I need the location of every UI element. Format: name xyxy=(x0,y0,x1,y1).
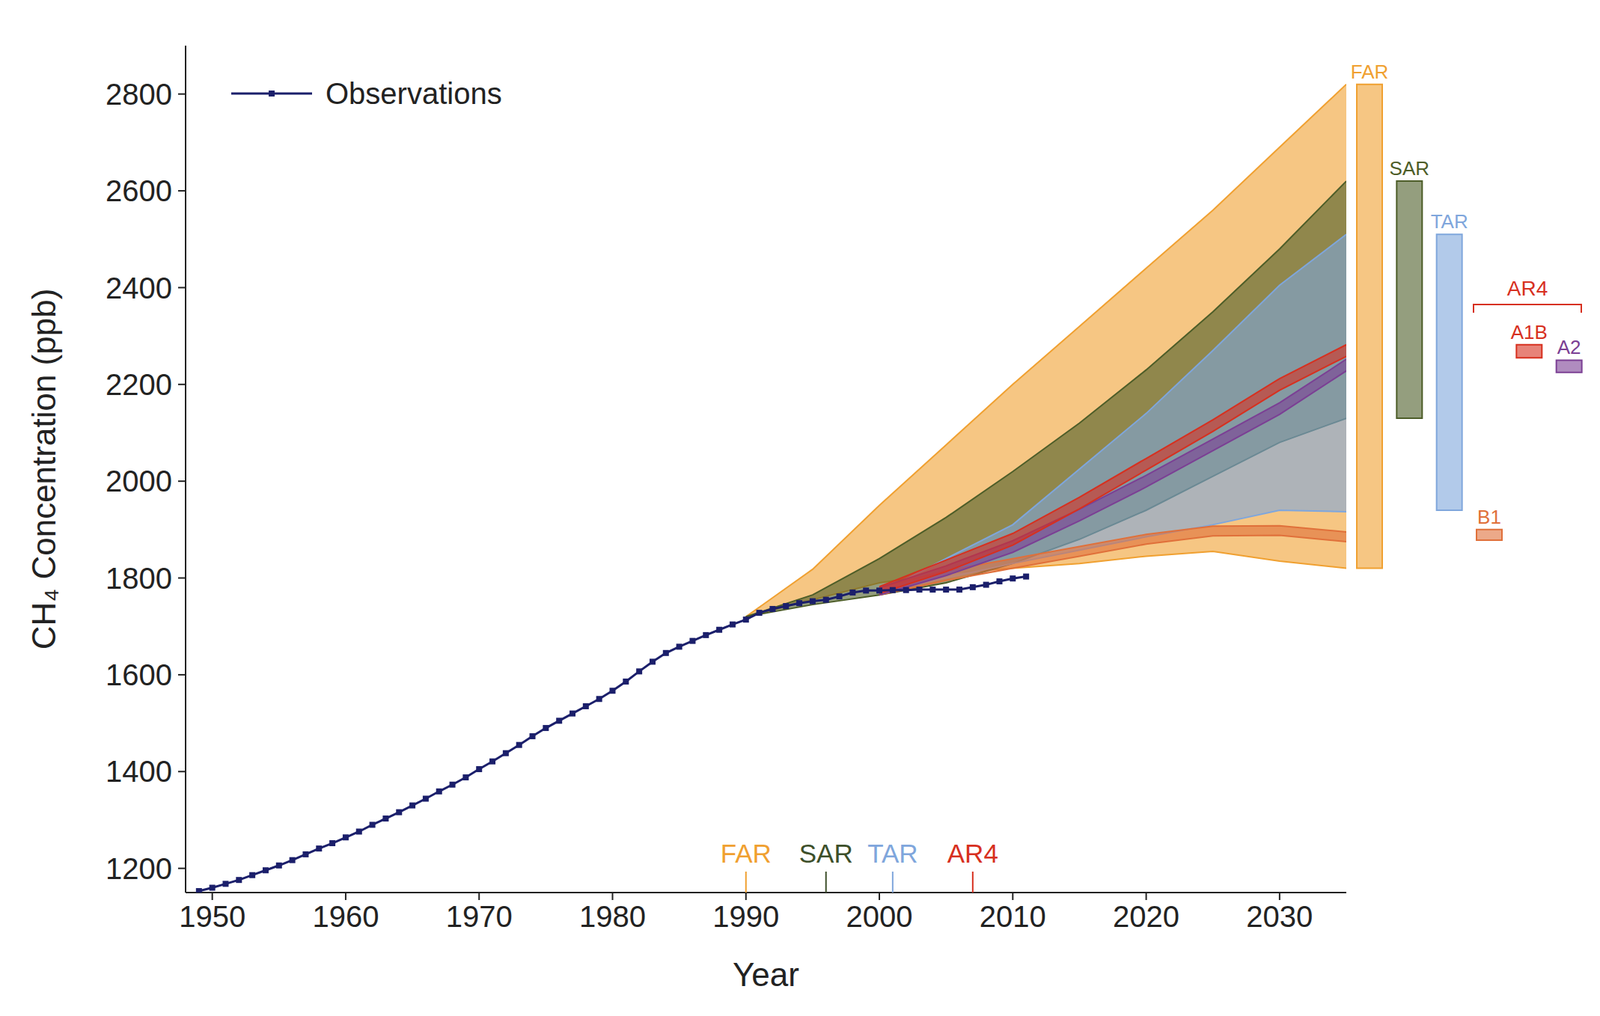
svg-text:2800: 2800 xyxy=(105,77,173,111)
svg-text:1980: 1980 xyxy=(579,900,646,934)
svg-text:1200: 1200 xyxy=(105,852,173,886)
svg-text:1800: 1800 xyxy=(105,562,173,595)
svg-text:1600: 1600 xyxy=(105,658,173,692)
svg-text:1970: 1970 xyxy=(446,900,513,934)
svg-text:2400: 2400 xyxy=(105,271,173,305)
svg-text:Year: Year xyxy=(732,956,800,994)
svg-text:2000: 2000 xyxy=(105,464,173,498)
svg-text:2000: 2000 xyxy=(846,900,914,934)
svg-text:B1: B1 xyxy=(1477,505,1502,529)
svg-text:2010: 2010 xyxy=(979,900,1047,934)
svg-text:FAR: FAR xyxy=(1350,60,1389,84)
html-text:AR4: AR4 xyxy=(1507,276,1548,301)
svg-text:SAR: SAR xyxy=(1389,157,1430,180)
svg-text:2600: 2600 xyxy=(105,174,173,208)
svg-text:2030: 2030 xyxy=(1246,900,1313,934)
svg-text:1950: 1950 xyxy=(178,900,246,934)
svg-text:A1B: A1B xyxy=(1510,321,1548,344)
svg-text:2020: 2020 xyxy=(1112,900,1180,934)
svg-text:A2: A2 xyxy=(1557,336,1582,359)
svg-text:1990: 1990 xyxy=(712,900,780,934)
svg-text:TAR: TAR xyxy=(867,838,918,869)
svg-text:TAR: TAR xyxy=(1430,210,1469,233)
svg-text:2200: 2200 xyxy=(105,368,173,402)
svg-text:FAR: FAR xyxy=(720,838,772,869)
svg-text:AR4: AR4 xyxy=(947,838,999,869)
html-text:Observations: Observations xyxy=(325,76,502,110)
svg-text:SAR: SAR xyxy=(799,838,854,869)
svg-text:1960: 1960 xyxy=(312,900,379,934)
svg-text:1400: 1400 xyxy=(105,755,173,789)
svg-text:CH₄ Concentration (ppb): CH₄ Concentration (ppb) xyxy=(25,288,63,651)
